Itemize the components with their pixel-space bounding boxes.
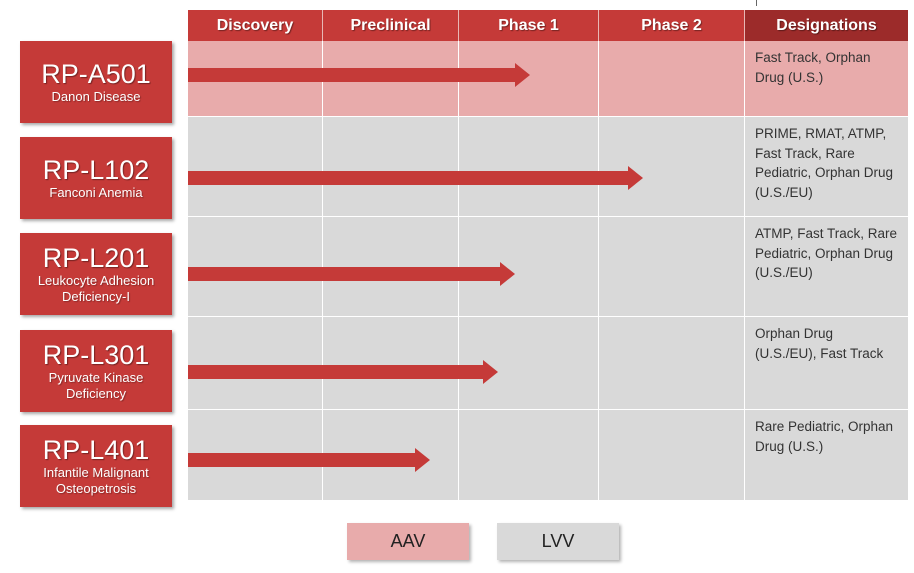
stage-header-phase-2: Phase 2 [599,10,745,41]
designations-cell: Orphan Drug (U.S./EU), Fast Track [755,326,884,361]
designations-header: Designations [745,10,908,41]
designations-cell: Fast Track, Orphan Drug (U.S.) [755,50,871,85]
stage-cell [459,410,599,500]
stage-cell [188,317,323,409]
progress-arrow [188,166,643,190]
progress-arrow [188,262,515,286]
program-label: RP-A501 Danon Disease [20,41,172,123]
stage-header-discovery: Discovery [188,10,323,41]
program-disease: Infantile Malignant Osteopetrosis [43,465,149,496]
program-disease: Fanconi Anemia [49,185,143,200]
program-label: RP-L201 Leukocyte Adhesion Deficiency-I [20,233,172,315]
stage-cell [323,117,459,216]
legend-lvv: LVV [497,523,619,560]
stage-cell [459,41,599,116]
stage-cell [599,117,745,216]
program-disease: Danon Disease [51,89,141,104]
stage-cell [599,217,745,316]
program-disease: Leukocyte Adhesion Deficiency-I [37,273,155,304]
arrow-head-icon [627,166,643,190]
designations-cell: PRIME, RMAT, ATMP, Fast Track, Rare Pedi… [755,126,894,200]
designations-cell: Rare Pediatric, Orphan Drug (U.S.) [755,419,894,454]
pipeline-row: Orphan Drug (U.S./EU), Fast Track [188,317,908,410]
program-code: RP-L301 [42,340,150,370]
stage-cell [188,217,323,316]
stage-cell [323,317,459,409]
arrow-shaft [188,68,516,82]
program-code: RP-L201 [42,243,150,273]
program-code: RP-A501 [41,59,151,89]
progress-arrow [188,448,431,472]
stage-cell [599,410,745,500]
program-label: RP-L401 Infantile Malignant Osteopetrosis [20,425,172,507]
arrow-shaft [188,171,628,185]
stage-cell [599,41,745,116]
arrow-shaft [188,365,484,379]
program-code: RP-L401 [42,435,150,465]
legend-aav: AAV [347,523,469,560]
pipeline-row: PRIME, RMAT, ATMP, Fast Track, Rare Pedi… [188,117,908,217]
top-tick-mark [756,0,757,6]
program-disease: Pyruvate Kinase Deficiency [48,370,144,401]
stage-cell [323,217,459,316]
stage-cell [459,217,599,316]
program-label: RP-L102 Fanconi Anemia [20,137,172,219]
stage-header-preclinical: Preclinical [323,10,459,41]
stage-cell [459,317,599,409]
progress-arrow [188,63,531,87]
arrow-head-icon [500,262,515,286]
arrow-shaft [188,453,416,467]
stage-cell [459,117,599,216]
arrow-head-icon [483,360,499,384]
arrow-head-icon [515,63,531,87]
progress-arrow [188,360,499,384]
program-label: RP-L301 Pyruvate Kinase Deficiency [20,330,172,412]
stage-header-phase-1: Phase 1 [459,10,599,41]
arrow-shaft [188,267,500,281]
stage-cell [323,410,459,500]
program-code: RP-L102 [42,155,150,185]
stage-cell [188,117,323,216]
arrow-head-icon [415,448,431,472]
stage-cell [599,317,745,409]
designations-cell: ATMP, Fast Track, Rare Pediatric, Orphan… [755,226,898,280]
